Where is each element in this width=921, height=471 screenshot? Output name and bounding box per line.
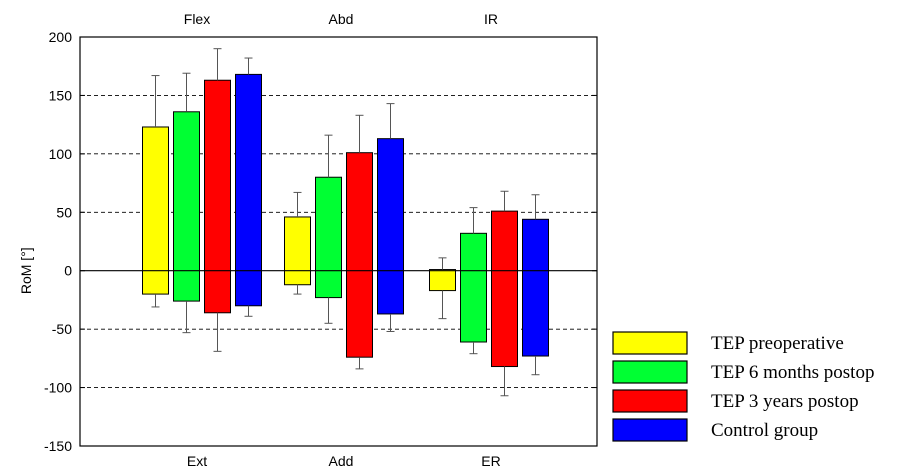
bar <box>142 126 169 295</box>
plot-frame <box>79 36 598 447</box>
legend-label: Control group <box>711 420 818 441</box>
bars <box>142 73 549 368</box>
legend-swatch <box>612 331 688 355</box>
bar <box>491 210 518 368</box>
y-axis-label: RoM [°] <box>18 247 34 294</box>
legend-label: TEP preoperative <box>711 333 844 354</box>
top-category-label: IR <box>484 11 498 27</box>
bar <box>235 73 262 307</box>
top-category-label: Flex <box>184 11 210 27</box>
bar <box>315 176 342 299</box>
y-tick-label: 100 <box>49 146 73 162</box>
y-tick-label: -100 <box>44 380 72 396</box>
bar <box>377 138 404 315</box>
bar <box>284 216 311 286</box>
bar <box>460 232 487 343</box>
top-labels: Flex Abd IR <box>184 11 498 27</box>
top-category-label: Abd <box>329 11 354 27</box>
bar <box>429 269 456 292</box>
bottom-category-label: ER <box>481 453 500 469</box>
legend-swatch <box>612 389 688 413</box>
y-tick-label: 150 <box>49 87 73 103</box>
bottom-labels: Ext Add ER <box>187 453 501 469</box>
bar <box>204 79 231 314</box>
legend-swatch <box>612 418 688 442</box>
bar <box>522 218 549 357</box>
legend-label: TEP 3 years postop <box>711 391 859 412</box>
bar <box>173 111 200 302</box>
legend-label: TEP 6 months postop <box>711 362 874 383</box>
y-tick-label: 0 <box>64 263 72 279</box>
error-bars <box>151 48 540 397</box>
legend-swatch <box>612 360 688 384</box>
bottom-category-label: Ext <box>187 453 207 469</box>
bar <box>346 152 373 358</box>
bottom-category-label: Add <box>329 453 354 469</box>
y-tick-label: -150 <box>44 438 72 454</box>
y-ticks: -150 -100 -50 0 50 100 150 200 <box>44 29 597 454</box>
y-tick-label: 50 <box>56 204 72 220</box>
y-tick-label: 200 <box>49 29 73 45</box>
legend: TEP preoperative TEP 6 months postop TEP 3… <box>612 331 874 442</box>
y-tick-label: -50 <box>52 321 72 337</box>
